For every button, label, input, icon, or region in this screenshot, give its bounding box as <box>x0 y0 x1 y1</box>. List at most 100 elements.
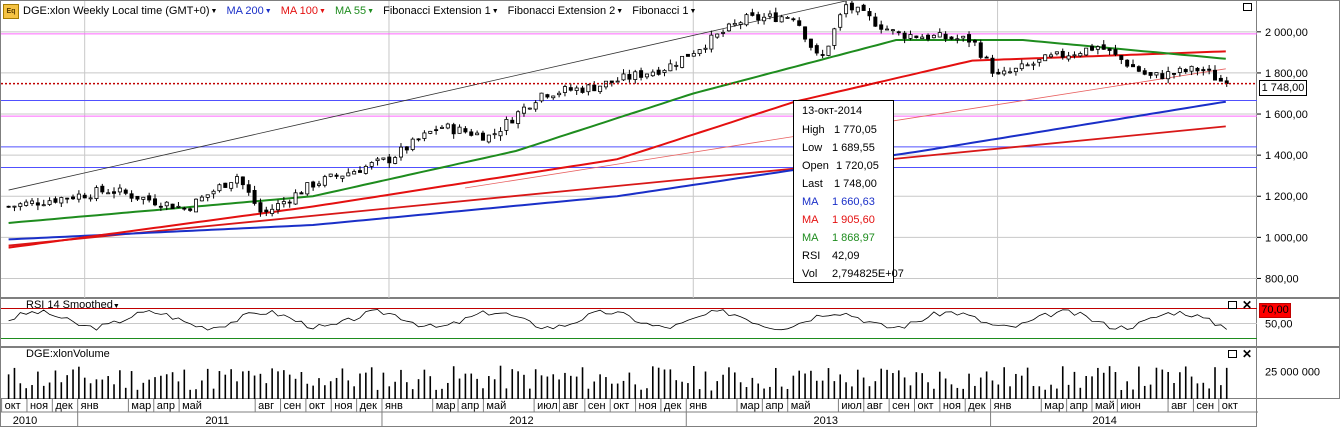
volume-pane[interactable]: DGE:xlonVolume ✕ <box>0 347 1257 400</box>
chevron-down-icon: ▼ <box>264 7 272 15</box>
month-label: янв <box>994 400 1012 412</box>
chart-logo-icon[interactable]: Eq <box>3 3 19 19</box>
candle-body <box>492 133 497 136</box>
ma100-selector[interactable]: MA 100 ▼ <box>281 5 326 17</box>
candle-body <box>592 84 597 92</box>
price-chart-pane[interactable]: Eq DGE:xlon Weekly Local time (GMT+0) ▼ M… <box>0 0 1258 299</box>
ma55-selector[interactable]: MA 55 ▼ <box>335 5 374 17</box>
candle-body <box>65 197 70 200</box>
chevron-down-icon: ▼ <box>210 7 218 15</box>
tooltip-row: Last 1 748,00 <box>802 177 877 191</box>
month-label: окт <box>917 400 933 412</box>
chevron-down-icon: ▼ <box>112 303 120 310</box>
candle-body <box>996 71 1001 75</box>
candle-body <box>609 80 614 83</box>
candle-body <box>1008 71 1013 74</box>
close-icon[interactable]: ✕ <box>1241 298 1252 312</box>
moving-average-line <box>8 39 1226 224</box>
rsi-title[interactable]: RSI 14 Smoothed▼ <box>26 299 120 311</box>
candle-body <box>475 132 480 136</box>
fib-ext2-selector[interactable]: Fibonacci Extension 2 ▼ <box>508 5 624 17</box>
candle-body <box>270 208 275 214</box>
candle-body <box>1107 48 1112 51</box>
rsi-title-label: RSI 14 Smoothed <box>26 299 113 311</box>
month-label: ноя <box>30 400 48 412</box>
month-label: сен <box>284 400 302 412</box>
month-label: дек <box>55 400 73 412</box>
candle-body <box>890 29 895 32</box>
candle-body <box>1037 59 1042 63</box>
tooltip-row-label: Vol <box>802 268 818 280</box>
candle-body <box>147 195 152 201</box>
candle-body <box>855 6 860 13</box>
candle-body <box>1183 69 1188 73</box>
chevron-down-icon: ▼ <box>367 7 375 15</box>
candle-body <box>410 138 415 150</box>
candle-body <box>340 175 345 179</box>
candle-body <box>1213 69 1218 81</box>
candle-body <box>123 189 128 194</box>
candle-body <box>949 36 954 40</box>
rsi-axis-svg: 50,00 <box>1265 319 1293 331</box>
month-label: апр <box>765 400 783 412</box>
volume-axis-label: 25 000 000 <box>1265 366 1320 378</box>
candle-body <box>562 86 567 93</box>
candle-body <box>299 192 304 195</box>
month-label: мар <box>436 400 456 412</box>
price-axis-label: 1 200,00 <box>1265 191 1308 203</box>
maximize-icon[interactable] <box>1227 350 1237 358</box>
ma200-selector[interactable]: MA 200 ▼ <box>226 5 271 17</box>
tooltip-row-label: RSI <box>802 250 821 262</box>
maximize-icon[interactable] <box>1243 3 1252 11</box>
candle-body <box>182 207 187 210</box>
candle-body <box>82 194 87 199</box>
close-icon[interactable]: ✕ <box>1241 347 1252 361</box>
candle-body <box>797 20 802 26</box>
candle-body <box>709 34 714 50</box>
candle-body <box>71 196 76 200</box>
month-label: мар <box>740 400 760 412</box>
candle-body <box>346 172 351 177</box>
candle-body <box>498 131 503 137</box>
candle-body <box>153 198 158 206</box>
month-label: окт <box>5 400 21 412</box>
candle-body <box>1125 59 1130 67</box>
price-axis-label: 1 800,00 <box>1265 68 1308 80</box>
candle-body <box>1060 50 1065 58</box>
chevron-down-icon: ▼ <box>689 7 697 15</box>
month-label: сен <box>1196 400 1214 412</box>
fib1-selector[interactable]: Fibonacci 1 ▼ <box>632 5 696 17</box>
maximize-icon[interactable] <box>1227 301 1237 309</box>
candle-body <box>551 95 556 99</box>
candle-body <box>235 176 240 184</box>
candle-body <box>785 17 790 19</box>
fib-ext1-selector[interactable]: Fibonacci Extension 1 ▼ <box>383 5 499 17</box>
candle-body <box>100 185 105 193</box>
candle-body <box>1148 72 1153 76</box>
candle-body <box>311 181 316 188</box>
trendline-lower <box>8 125 1226 247</box>
month-label: май <box>486 400 506 412</box>
candle-body <box>896 31 901 34</box>
candle-body <box>463 128 468 133</box>
candle-body <box>445 123 450 129</box>
candle-body <box>352 171 357 175</box>
candle-body <box>316 183 321 186</box>
candle-body <box>972 39 977 43</box>
chevron-down-icon: ▼ <box>616 7 624 15</box>
candle-body <box>117 187 122 193</box>
fib-ext1-label: Fibonacci Extension 1 <box>383 5 491 17</box>
month-label: дек <box>968 400 986 412</box>
candle-body <box>908 34 913 39</box>
candle-body <box>1066 55 1071 60</box>
rsi-pane[interactable]: RSI 14 Smoothed▼ ✕ <box>0 298 1258 347</box>
price-axis-svg: 2 000,00 1 800,00 1 600,00 1 400,00 1 200,00… <box>1257 27 1308 285</box>
candle-body <box>937 32 942 38</box>
tooltip-row: RSI 42,09 <box>802 249 860 263</box>
candle-body <box>1043 54 1048 62</box>
candle-body <box>47 200 52 205</box>
candle-body <box>252 190 257 204</box>
ma200-label: MA 200 <box>226 5 264 17</box>
candle-body <box>510 119 515 124</box>
symbol-selector[interactable]: DGE:xlon Weekly Local time (GMT+0) ▼ <box>23 5 217 17</box>
